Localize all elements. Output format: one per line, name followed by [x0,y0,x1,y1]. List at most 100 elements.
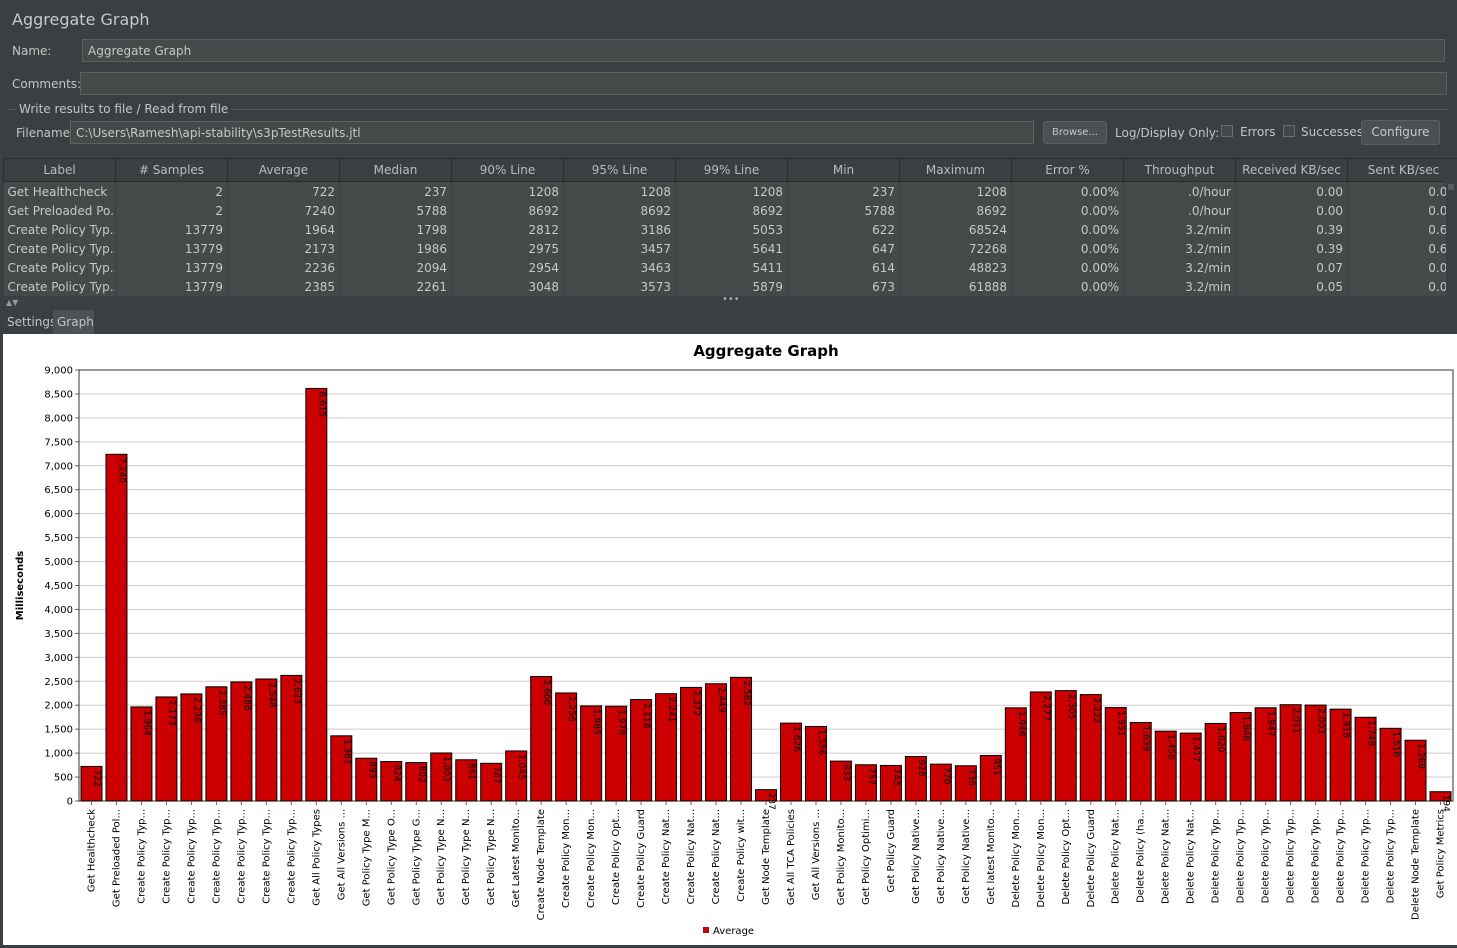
x-tick-label: Delete Policy Mon... [1011,809,1022,908]
column-header[interactable]: 95% Line [564,159,676,182]
table-scrollbar[interactable] [1446,180,1457,298]
table-cell: 2 [116,201,228,220]
y-tick-label: 7,500 [44,437,73,448]
x-tick-label: Delete Policy Nat... [1161,809,1172,904]
column-header[interactable]: Received KB/sec [1236,159,1348,182]
table-cell: 3457 [564,239,676,258]
column-header[interactable]: # Samples [116,159,228,182]
x-tick-label: Delete Policy (ha... [1136,809,1147,903]
x-tick-label: Get Healthcheck [86,809,97,892]
column-header[interactable]: Error % [1012,159,1124,182]
table-cell: 2385 [228,277,340,296]
aggregate-chart: Aggregate Graph05001,0001,5002,0002,5003… [3,334,1457,945]
collapse-arrows-icon[interactable]: ▲▼ [6,298,18,307]
table-cell: 1208 [900,182,1012,202]
legend-swatch [703,927,709,933]
bar-value-label: 1,848 [1241,716,1251,742]
table-cell: 72268 [900,239,1012,258]
x-tick-label: Get All Policy Types [311,809,322,906]
y-tick-label: 8,500 [44,389,73,400]
drag-handle-icon[interactable]: ••• [722,294,740,305]
x-tick-label: Get latest Monito... [986,809,997,905]
x-tick-label: Get Policy Type O... [386,809,397,905]
x-tick-label: Get Latest Monito... [511,809,522,907]
column-header[interactable]: Maximum [900,159,1012,182]
y-tick-label: 2,000 [44,701,73,712]
x-tick-label: Delete Policy Mon... [1036,809,1047,908]
bar-value-label: 893 [366,761,376,778]
bar-value-label: 2,003 [1316,708,1326,734]
successes-label: Successes [1301,125,1363,139]
tab-settings[interactable]: Settings [3,310,57,334]
y-tick-label: 9,000 [44,366,73,377]
table-cell: Create Policy Typ... [4,277,116,296]
column-header[interactable]: Sent KB/sec [1348,159,1457,182]
x-tick-label: Get Preloaded Pol... [111,809,122,907]
x-tick-label: Create Policy Nat... [661,809,672,904]
y-tick-label: 6,000 [44,509,73,520]
column-header[interactable]: Throughput [1124,159,1236,182]
table-cell: 2954 [452,258,564,277]
column-header[interactable]: Min [788,159,900,182]
tab-graph[interactable]: Graph [53,310,94,334]
name-field[interactable]: Aggregate Graph [82,39,1445,62]
table-cell: 237 [788,182,900,202]
bar-value-label: 802 [416,766,426,783]
bar [306,388,327,801]
y-tick-label: 1,000 [44,749,73,760]
table-cell: 5053 [676,220,788,239]
column-header[interactable]: 90% Line [452,159,564,182]
y-tick-label: 3,000 [44,653,73,664]
comments-field[interactable] [80,72,1447,95]
table-cell: 0.63 [1348,239,1457,258]
table-cell: 0.39 [1236,239,1348,258]
browse-button[interactable]: Browse... [1043,121,1107,144]
table-cell: 2236 [228,258,340,277]
table-cell: 3048 [452,277,564,296]
table-cell: 3186 [564,220,676,239]
scrollbar-thumb[interactable] [1448,184,1454,190]
bar-value-label: 2,385 [216,690,226,716]
bar-value-label: 237 [766,793,776,810]
errors-label: Errors [1240,125,1276,139]
bar-value-label: 2,582 [741,680,751,706]
y-tick-label: 1,500 [44,725,73,736]
x-tick-label: Create Policy Mon... [561,809,572,908]
y-tick-label: 3,500 [44,629,73,640]
errors-checkbox[interactable] [1221,125,1233,137]
table-cell: .0/hour [1124,182,1236,202]
column-header[interactable]: 99% Line [676,159,788,182]
bar [106,454,127,801]
split-divider[interactable]: ▲▼ ••• [0,298,1457,310]
table-cell: 8692 [676,201,788,220]
x-tick-label: Create Policy Typ... [286,809,297,904]
column-header[interactable]: Label [4,159,116,182]
bar-value-label: 1,556 [816,729,826,755]
table-cell: 1798 [340,220,452,239]
column-header[interactable]: Average [228,159,340,182]
bar-value-label: 1,626 [791,726,801,752]
x-tick-label: Create Policy wit... [736,809,747,902]
successes-checkbox[interactable] [1283,125,1295,137]
legend-label: Average [713,926,754,937]
table-cell: 3.2/min [1124,277,1236,296]
bar-value-label: 1,639 [1141,726,1151,752]
bar-value-label: 1,918 [1341,712,1351,738]
table-cell: 3463 [564,258,676,277]
table-cell: 8692 [452,201,564,220]
x-tick-label: Get Policy Type M... [361,809,372,906]
configure-button[interactable]: Configure [1361,120,1440,145]
x-tick-label: Create Policy Typ... [161,809,172,904]
table-cell: 0.00% [1012,258,1124,277]
filename-field[interactable]: C:\Users\Ramesh\api-stability\s3pTestRes… [70,121,1034,144]
bar-value-label: 2,277 [1041,695,1051,721]
table-cell: 0.00% [1012,220,1124,239]
x-tick-label: Get Policy Monito... [836,809,847,905]
column-header[interactable]: Median [340,159,452,182]
